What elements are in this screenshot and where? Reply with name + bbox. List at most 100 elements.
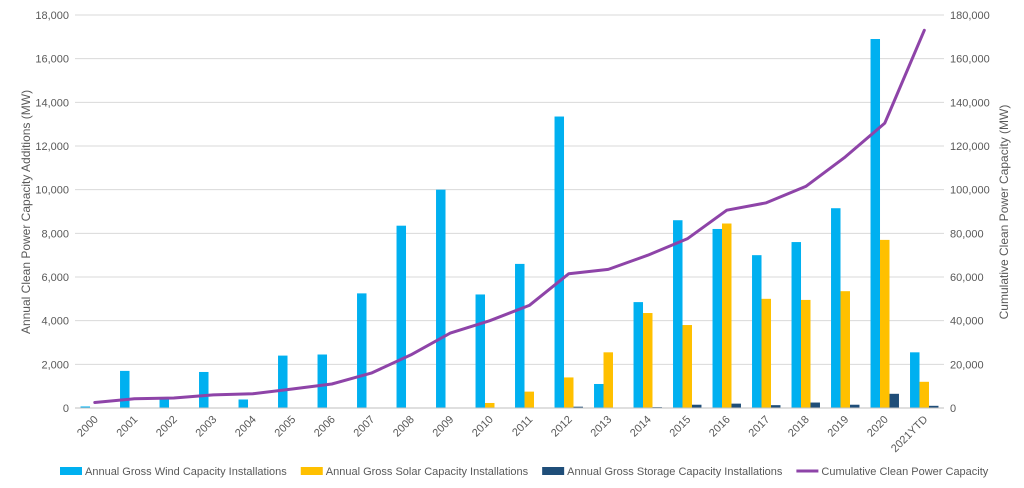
x-tick-label: 2001: [115, 414, 141, 440]
bar: [159, 399, 170, 408]
bar: [278, 355, 288, 408]
bar: [436, 189, 446, 408]
bar: [752, 255, 762, 408]
right-axis-title: Cumulative Clean Power Capacity (MW): [997, 105, 1011, 320]
y2-tick-label: 160,000: [950, 54, 990, 66]
bar: [573, 406, 583, 408]
x-tick-label: 2020: [865, 414, 891, 440]
bar: [880, 239, 890, 408]
x-tick-label: 2003: [194, 414, 220, 440]
x-tick-label: 2012: [549, 414, 575, 440]
bar: [722, 223, 732, 408]
bar: [80, 406, 91, 408]
cumulative-line: [93, 28, 926, 404]
bar: [791, 242, 802, 408]
bar: [691, 404, 702, 408]
y2-tick-label: 40,000: [950, 316, 984, 328]
bar: [810, 402, 820, 408]
legend-label: Cumulative Clean Power Capacity: [821, 466, 988, 478]
x-tick-label: 2008: [391, 414, 417, 440]
bar: [524, 391, 534, 408]
x-tick-label: 2014: [628, 414, 654, 440]
y-tick-label: 18,000: [35, 10, 69, 22]
bar: [396, 225, 407, 408]
y-tick-label: 14,000: [35, 97, 69, 109]
bar: [831, 208, 841, 408]
bar: [594, 383, 604, 408]
legend-label: Annual Gross Solar Capacity Installation…: [326, 466, 529, 478]
x-tick-label: 2004: [233, 414, 259, 440]
y2-tick-label: 180,000: [950, 10, 990, 22]
bar: [761, 298, 771, 408]
bar: [475, 294, 486, 408]
bar: [889, 393, 899, 408]
x-tick-label: 2007: [352, 414, 378, 440]
bar: [485, 402, 495, 408]
bar: [564, 377, 574, 408]
legend: Annual Gross Wind Capacity Installations…: [60, 466, 989, 478]
y2-tick-label: 140,000: [950, 97, 990, 109]
bar: [712, 228, 723, 408]
bar: [731, 403, 741, 408]
x-tick-label: 2011: [510, 414, 535, 439]
bar: [633, 302, 644, 408]
x-tick-label: 2000: [75, 414, 101, 440]
bar: [643, 313, 653, 408]
bar: [238, 399, 249, 408]
bar: [199, 371, 209, 408]
y2-tick-label: 20,000: [950, 359, 984, 371]
y-tick-label: 4,000: [41, 316, 69, 328]
x-tick-label: 2017: [747, 414, 773, 440]
bar: [801, 299, 811, 408]
bar: [120, 370, 130, 408]
x-tick-label: 2009: [431, 414, 457, 440]
x-tick-label: 2019: [826, 414, 852, 440]
bar: [682, 325, 692, 408]
y2-tick-label: 100,000: [950, 185, 990, 197]
bar: [770, 405, 781, 408]
left-axis-ticks: 0 2,000 4,000 6,000 8,000 10,000 12,000 14,000 1…: [35, 10, 69, 415]
x-axis-ticks: 2000 2001 2002 2003 2004 2005 2006 2007 2008 2009…: [75, 407, 944, 455]
x-tick-label: 2002: [154, 414, 180, 440]
y-tick-label: 10,000: [35, 185, 69, 197]
bar: [840, 291, 850, 408]
y2-tick-label: 120,000: [950, 141, 990, 153]
y-tick-label: 0: [63, 403, 69, 415]
legend-label: Annual Gross Wind Capacity Installations: [85, 466, 287, 478]
bar: [928, 405, 939, 408]
y2-tick-label: 0: [950, 403, 956, 415]
y-tick-label: 8,000: [41, 228, 69, 240]
bar: [515, 263, 525, 408]
bar: [849, 404, 860, 408]
y-tick-label: 6,000: [41, 272, 69, 284]
y2-tick-label: 80,000: [950, 228, 984, 240]
bar: [673, 220, 683, 408]
bar: [870, 39, 881, 409]
x-tick-label: 2021YTD: [889, 414, 930, 455]
legend-swatch: [542, 467, 565, 475]
y2-tick-label: 60,000: [950, 272, 984, 284]
x-tick-label: 2016: [707, 414, 733, 440]
y-tick-label: 12,000: [35, 141, 69, 153]
y-tick-label: 2,000: [41, 359, 69, 371]
legend-label: Annual Gross Storage Capacity Installati…: [567, 466, 783, 478]
legend-swatch: [300, 467, 323, 475]
bar: [554, 116, 565, 409]
x-tick-label: 2005: [273, 414, 299, 440]
x-tick-label: 2013: [589, 414, 615, 440]
gridlines: [75, 14, 944, 409]
bar: [317, 354, 328, 408]
bar: [603, 352, 613, 408]
cumulative-line-layer: [93, 28, 926, 404]
x-tick-label: 2015: [668, 414, 694, 440]
x-tick-label: 2018: [786, 414, 812, 440]
x-tick-label: 2006: [312, 414, 338, 440]
bar: [910, 352, 920, 408]
bars: [80, 39, 939, 409]
y-tick-label: 16,000: [35, 54, 69, 66]
bar: [357, 293, 367, 408]
x-tick-label: 2010: [470, 414, 496, 440]
legend-swatch: [60, 467, 82, 475]
bar: [919, 381, 929, 408]
